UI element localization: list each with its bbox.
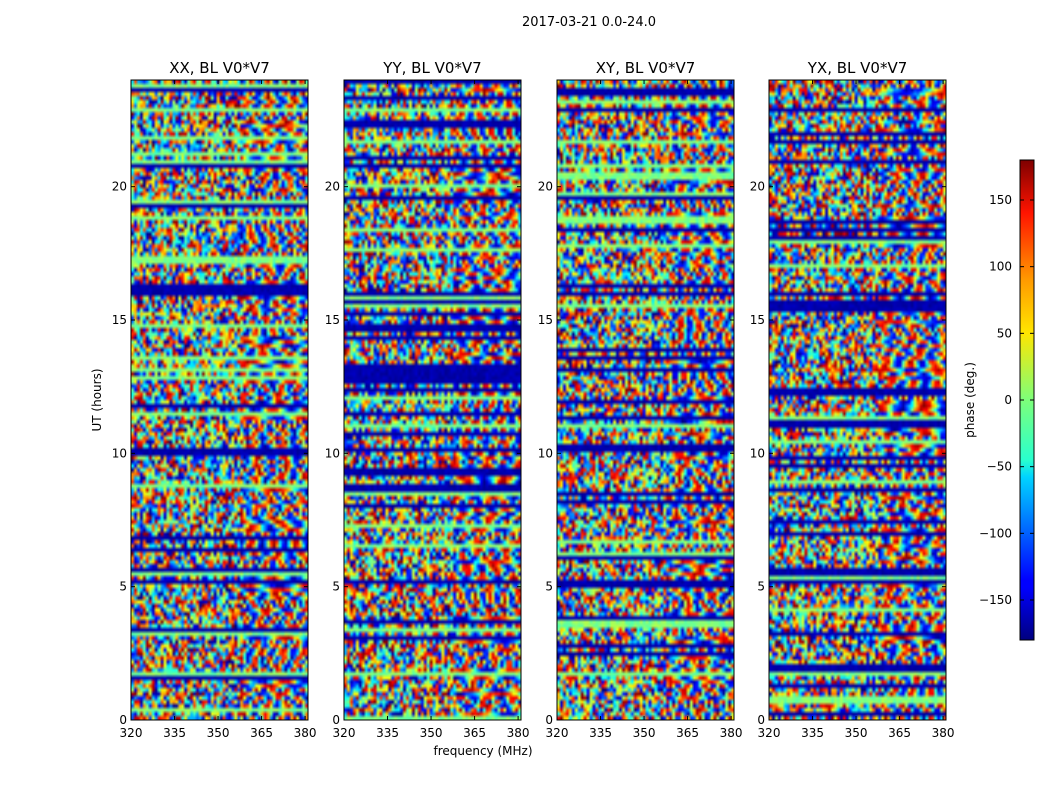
panel-title: YX, BL V0*V7 [807,59,908,77]
x-tick-label: 365 [888,726,911,740]
plot-frame [130,79,309,721]
y-tick-label: 10 [750,446,765,460]
panel-title: XX, BL V0*V7 [169,59,270,77]
y-tick-label: 0 [332,713,340,727]
x-tick-label: 335 [376,726,399,740]
plot-frame [343,79,522,721]
x-tick-label: 320 [120,726,143,740]
y-tick-label: 10 [325,446,340,460]
y-tick-label: 10 [112,446,127,460]
x-tick-label: 335 [589,726,612,740]
panel-4: YX, BL V0*V7 320 335 350 365 380 0 5 10 15 20 [750,59,955,740]
x-tick-label: 380 [720,726,743,740]
y-tick-label: 20 [538,180,553,194]
x-tick-label: 365 [676,726,699,740]
y-tick-label: 15 [750,313,765,327]
x-tick-label: 320 [333,726,356,740]
heatmap-raster [557,80,734,720]
colorbar-tick-label: −100 [979,526,1012,540]
x-tick-label: 350 [633,726,656,740]
y-tick-label: 5 [119,580,127,594]
x-tick-label: 380 [507,726,530,740]
y-tick-label: 5 [757,580,765,594]
y-axis-label: UT (hours) [90,368,104,431]
y-tick-label: 0 [119,713,127,727]
y-tick-label: 0 [757,713,765,727]
x-tick-label: 380 [294,726,317,740]
x-tick-label: 350 [207,726,230,740]
y-tick-label: 20 [112,180,127,194]
y-tick-label: 15 [325,313,340,327]
y-tick-label: 15 [538,313,553,327]
colorbar-tick-label: 100 [989,260,1012,274]
colorbar-tick-label: −50 [987,460,1012,474]
heatmap-raster [344,80,521,720]
colorbar-tick-label: 50 [997,326,1012,340]
y-tick-label: 5 [545,580,553,594]
colorbar-tick-label: 150 [989,193,1012,207]
panel-1: XX, BL V0*V7 320 335 350 365 380 0 5 10 15 20 [112,59,317,740]
panel-title: YY, BL V0*V7 [382,59,481,77]
panel-2: YY, BL V0*V7 320 335 350 365 380 0 5 10 15 20 [325,59,530,740]
figure-suptitle: 2017-03-21 0.0-24.0 [522,15,656,30]
x-tick-label: 365 [463,726,486,740]
x-tick-label: 350 [845,726,868,740]
x-tick-label: 380 [932,726,955,740]
colorbar-tick-label: 0 [1004,393,1012,407]
y-tick-label: 5 [332,580,340,594]
y-tick-label: 0 [545,713,553,727]
x-tick-label: 320 [758,726,781,740]
colorbar: 150 100 50 0 −50 −100 −150 [979,159,1035,641]
x-tick-label: 320 [546,726,569,740]
plot-frame [768,79,947,721]
plot-frame [556,79,735,721]
x-tick-label: 335 [163,726,186,740]
x-tick-label: 335 [801,726,824,740]
colorbar-label: phase (deg.) [963,362,977,438]
y-tick-label: 10 [538,446,553,460]
x-axis-label: frequency (MHz) [433,744,532,758]
x-tick-label: 350 [420,726,443,740]
x-tick-label: 365 [250,726,273,740]
heatmap-raster [769,80,946,720]
y-tick-label: 15 [112,313,127,327]
heatmap-raster [131,80,308,720]
panel-title: XY, BL V0*V7 [596,59,696,77]
colorbar-tick-label: −150 [979,593,1012,607]
y-tick-label: 20 [750,180,765,194]
panel-3: XY, BL V0*V7 320 335 350 365 380 0 5 10 15 20 [538,59,743,740]
y-tick-label: 20 [325,180,340,194]
